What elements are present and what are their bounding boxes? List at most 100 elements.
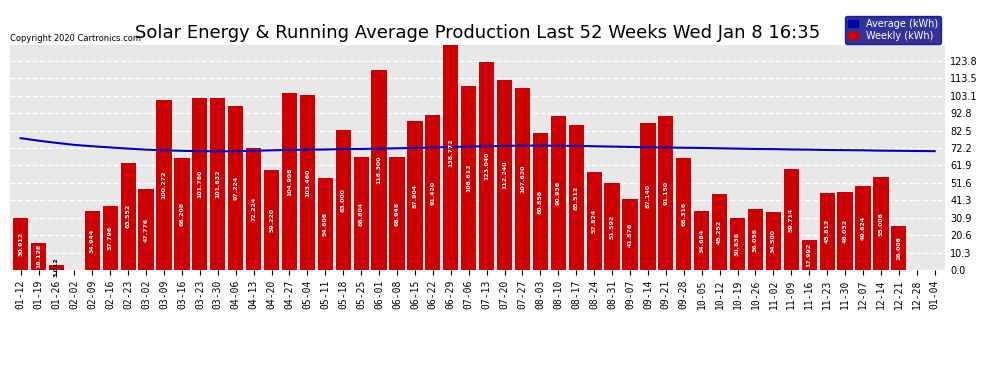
Bar bbox=[31, 243, 47, 270]
Bar bbox=[820, 192, 835, 270]
Text: 26.008: 26.008 bbox=[896, 236, 901, 260]
Bar bbox=[838, 192, 852, 270]
Bar bbox=[49, 265, 64, 270]
Text: 85.512: 85.512 bbox=[574, 186, 579, 210]
Bar bbox=[802, 240, 817, 270]
Bar bbox=[371, 70, 387, 270]
Text: 55.008: 55.008 bbox=[878, 211, 883, 236]
Text: 51.592: 51.592 bbox=[610, 214, 615, 238]
Bar bbox=[747, 209, 763, 270]
Text: 57.824: 57.824 bbox=[592, 209, 597, 233]
Text: 66.208: 66.208 bbox=[179, 202, 184, 226]
Bar bbox=[568, 126, 584, 270]
Text: 112.240: 112.240 bbox=[502, 161, 507, 189]
Bar bbox=[228, 106, 244, 270]
Bar bbox=[389, 157, 405, 270]
Bar bbox=[730, 218, 745, 270]
Text: 41.876: 41.876 bbox=[628, 222, 633, 247]
Text: 54.608: 54.608 bbox=[323, 212, 328, 236]
Text: 16.128: 16.128 bbox=[36, 244, 41, 268]
Text: 108.612: 108.612 bbox=[466, 164, 471, 192]
Bar bbox=[461, 86, 476, 270]
Text: 30.912: 30.912 bbox=[18, 232, 23, 256]
Text: 63.552: 63.552 bbox=[126, 204, 131, 228]
Bar bbox=[13, 218, 29, 270]
Text: 17.992: 17.992 bbox=[807, 243, 812, 267]
Bar bbox=[694, 211, 709, 270]
Text: 104.908: 104.908 bbox=[287, 167, 292, 195]
Text: 46.032: 46.032 bbox=[842, 219, 847, 243]
Bar bbox=[85, 211, 100, 270]
Bar bbox=[515, 88, 530, 270]
Text: 97.224: 97.224 bbox=[234, 176, 239, 200]
Bar bbox=[353, 157, 369, 270]
Bar bbox=[891, 226, 907, 270]
Bar bbox=[855, 186, 870, 270]
Text: 34.944: 34.944 bbox=[90, 228, 95, 253]
Bar bbox=[121, 163, 136, 270]
Bar bbox=[103, 206, 118, 270]
Text: 66.948: 66.948 bbox=[395, 201, 400, 225]
Text: 91.420: 91.420 bbox=[431, 181, 436, 205]
Bar bbox=[766, 211, 781, 270]
Bar bbox=[586, 172, 602, 270]
Text: 87.904: 87.904 bbox=[413, 184, 418, 208]
Legend: Average (kWh), Weekly (kWh): Average (kWh), Weekly (kWh) bbox=[845, 16, 940, 44]
Text: 87.140: 87.140 bbox=[645, 184, 650, 209]
Bar bbox=[300, 95, 315, 270]
Text: 66.316: 66.316 bbox=[681, 202, 686, 226]
Bar bbox=[426, 116, 441, 270]
Bar bbox=[264, 170, 279, 270]
Text: 3.012: 3.012 bbox=[54, 258, 59, 278]
Bar bbox=[712, 194, 728, 270]
Text: 72.224: 72.224 bbox=[251, 197, 256, 221]
Bar bbox=[192, 98, 208, 270]
Text: 59.220: 59.220 bbox=[269, 208, 274, 232]
Text: 36.056: 36.056 bbox=[753, 228, 758, 252]
Bar bbox=[156, 100, 171, 270]
Bar bbox=[550, 116, 566, 270]
Bar bbox=[623, 199, 638, 270]
Bar bbox=[318, 178, 333, 270]
Text: 66.804: 66.804 bbox=[358, 201, 363, 226]
Text: Copyright 2020 Cartronics.com: Copyright 2020 Cartronics.com bbox=[10, 34, 141, 43]
Bar bbox=[407, 122, 423, 270]
Bar bbox=[247, 148, 261, 270]
Text: 45.252: 45.252 bbox=[717, 220, 722, 244]
Text: 30.836: 30.836 bbox=[735, 232, 741, 256]
Text: 45.812: 45.812 bbox=[825, 219, 830, 243]
Bar bbox=[605, 183, 620, 270]
Bar bbox=[658, 116, 673, 270]
Bar bbox=[676, 158, 691, 270]
Title: Solar Energy & Running Average Production Last 52 Weeks Wed Jan 8 16:35: Solar Energy & Running Average Productio… bbox=[135, 24, 821, 42]
Bar bbox=[210, 98, 226, 270]
Text: 103.460: 103.460 bbox=[305, 168, 310, 197]
Text: 47.776: 47.776 bbox=[144, 217, 148, 242]
Text: 37.796: 37.796 bbox=[108, 226, 113, 250]
Text: 34.684: 34.684 bbox=[699, 228, 704, 253]
Bar bbox=[174, 158, 189, 270]
Text: 34.500: 34.500 bbox=[771, 229, 776, 253]
Bar bbox=[641, 123, 655, 270]
Text: 101.632: 101.632 bbox=[215, 170, 221, 198]
Bar bbox=[497, 80, 512, 270]
Bar bbox=[444, 35, 458, 270]
Text: 123.040: 123.040 bbox=[484, 152, 489, 180]
Bar bbox=[533, 134, 548, 270]
Text: 91.150: 91.150 bbox=[663, 181, 668, 205]
Bar bbox=[784, 169, 799, 270]
Text: 49.624: 49.624 bbox=[860, 216, 865, 240]
Text: 80.856: 80.856 bbox=[538, 190, 543, 214]
Bar bbox=[336, 130, 350, 270]
Bar bbox=[282, 93, 297, 270]
Text: 100.272: 100.272 bbox=[161, 171, 166, 200]
Text: 118.300: 118.300 bbox=[376, 156, 381, 184]
Text: 107.620: 107.620 bbox=[520, 165, 525, 193]
Bar bbox=[479, 62, 494, 270]
Text: 83.000: 83.000 bbox=[341, 188, 346, 212]
Text: 90.936: 90.936 bbox=[555, 181, 560, 205]
Text: 138.772: 138.772 bbox=[448, 138, 453, 167]
Bar bbox=[873, 177, 889, 270]
Text: 101.780: 101.780 bbox=[197, 170, 202, 198]
Text: 59.714: 59.714 bbox=[789, 207, 794, 232]
